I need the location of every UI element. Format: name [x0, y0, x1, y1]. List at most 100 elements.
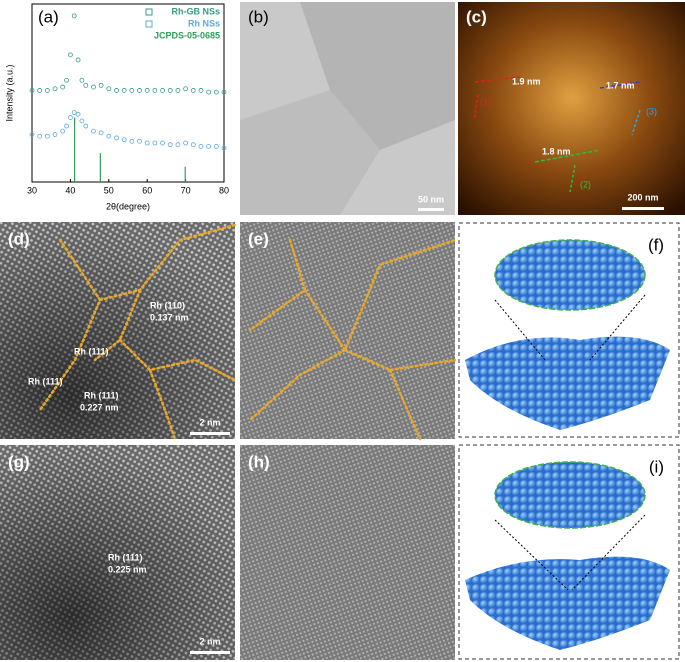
- data-point: [52, 132, 58, 137]
- data-point: [64, 77, 69, 83]
- data-point: [68, 52, 73, 58]
- panel-e: (e): [240, 222, 457, 441]
- panel-b: (b) 50 nm: [240, 2, 455, 215]
- data-point: [221, 89, 227, 95]
- panel-label: (d): [8, 229, 30, 248]
- annotation: Rh (111): [108, 552, 143, 562]
- data-point: [206, 89, 212, 95]
- height-label: 1.7 nm: [606, 80, 635, 90]
- data-point: [137, 138, 142, 144]
- data-point: [83, 82, 89, 88]
- data-point: [71, 13, 77, 19]
- y-axis-label: Intensity (a.u.): [4, 64, 14, 121]
- data-point: [79, 77, 85, 83]
- annotation: 0.225 nm: [108, 564, 147, 574]
- legend-label: Rh NSs: [188, 18, 220, 28]
- data-point: [167, 142, 173, 148]
- data-point: [167, 88, 173, 93]
- x-tick-label: 70: [181, 185, 191, 195]
- legend-marker: [145, 20, 153, 28]
- data-point: [60, 128, 66, 134]
- data-point: [37, 133, 43, 139]
- data-point: [198, 143, 204, 149]
- data-point: [91, 84, 96, 90]
- scale-bar-label: 2 nm: [199, 636, 220, 646]
- data-point: [121, 137, 127, 143]
- data-point: [160, 140, 165, 146]
- x-tick-label: 60: [142, 185, 152, 195]
- fft-image: [240, 445, 455, 660]
- data-point: [37, 88, 43, 93]
- legend-label: JCPDS-05-0685: [154, 30, 220, 40]
- x-tick-label: 40: [65, 185, 75, 195]
- data-point: [137, 88, 142, 93]
- data-point: [144, 88, 150, 93]
- data-point: [60, 84, 66, 90]
- data-point: [144, 140, 150, 146]
- data-point: [129, 138, 135, 144]
- height-label: 1.8 nm: [542, 146, 571, 156]
- data-point: [114, 135, 119, 141]
- data-point: [71, 110, 77, 115]
- scale-bar-label: 50 nm: [418, 194, 444, 204]
- x-axis-label: 2θ(degree): [106, 201, 150, 211]
- data-point: [175, 88, 181, 93]
- data-point: [83, 123, 89, 129]
- data-point: [152, 140, 158, 146]
- panel-label: (g): [8, 452, 30, 471]
- data-point: [106, 86, 112, 92]
- data-point: [152, 88, 158, 93]
- data-point: [190, 88, 196, 93]
- fft-image: [240, 222, 455, 439]
- panel-label: (h): [248, 452, 270, 471]
- panel-f: (f): [458, 222, 680, 438]
- profile-label: (3): [646, 106, 657, 116]
- data-point: [183, 86, 189, 92]
- panel-c: (c) 1.9 nm 1.7 nm 1.8 nm (1) (2) (3) 200…: [458, 2, 685, 215]
- panel-label: (c): [466, 7, 487, 26]
- data-point: [198, 88, 204, 93]
- data-point: [213, 143, 219, 149]
- data-point: [206, 143, 212, 149]
- data-point: [79, 118, 85, 124]
- legend-label: Rh-GB NSs: [171, 6, 220, 16]
- panel-label: (a): [38, 7, 59, 26]
- afm-image: [458, 2, 685, 215]
- panel-d: (d) Rh (110) 0.137 nm Rh (111) Rh (111) …: [0, 222, 237, 441]
- panel-a: (a) Intensity (a.u.) 2θ(degree) 30 40 50 60…: [4, 3, 229, 211]
- data-point: [98, 130, 104, 136]
- data-point: [213, 89, 219, 95]
- data-point: [29, 132, 35, 137]
- data-point: [52, 86, 58, 92]
- annotation: Rh (111): [84, 390, 119, 400]
- x-tick-label: 80: [219, 185, 229, 195]
- data-point: [44, 133, 50, 139]
- annotation: Rh (110): [150, 300, 185, 310]
- scale-bar-label: 2 nm: [199, 417, 220, 427]
- panel-h: (h): [240, 445, 455, 660]
- data-point: [114, 88, 119, 93]
- panel-label: (i): [649, 457, 664, 476]
- data-point: [221, 145, 227, 151]
- data-point: [75, 111, 81, 117]
- panel-label: (b): [248, 7, 269, 26]
- data-point: [75, 57, 81, 63]
- data-point: [98, 82, 104, 88]
- data-point: [106, 133, 112, 139]
- data-point: [183, 140, 189, 146]
- x-tick-label: 30: [27, 185, 37, 195]
- data-point: [175, 142, 181, 148]
- data-point: [160, 88, 165, 93]
- annotation: Rh (111): [28, 376, 63, 386]
- profile-label: (1): [480, 96, 491, 106]
- data-point: [68, 115, 73, 120]
- scale-bar-label: 200 nm: [627, 192, 658, 202]
- data-point: [29, 88, 35, 93]
- profile-label: (2): [580, 179, 591, 189]
- data-point: [91, 128, 96, 134]
- data-point: [190, 142, 196, 148]
- x-tick-label: 50: [104, 185, 114, 195]
- data-point: [64, 123, 69, 129]
- annotation: Rh (111): [74, 346, 109, 356]
- annotation: 0.227 nm: [80, 402, 119, 412]
